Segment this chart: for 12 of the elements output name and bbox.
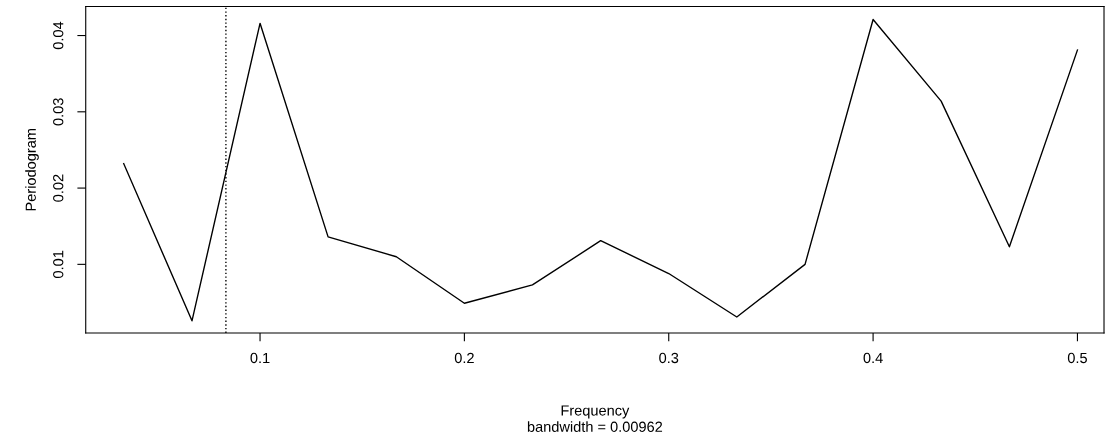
x-tick-label: 0.2 bbox=[454, 352, 474, 364]
y-tick-label: 0.03 bbox=[53, 98, 64, 126]
y-tick-label: 0.01 bbox=[53, 250, 64, 278]
x-tick-label: 0.3 bbox=[659, 352, 679, 364]
text: bandwidth = 0.00962 bbox=[527, 421, 663, 432]
x-tick-label: 0.5 bbox=[1067, 352, 1087, 364]
x-tick-label: 0.4 bbox=[863, 352, 883, 364]
x-axis-title: Frequency bbox=[561, 405, 630, 419]
x-tick-label: 0.1 bbox=[250, 352, 270, 364]
y-tick-label: 0.04 bbox=[53, 21, 64, 50]
y-tick-label: 0.02 bbox=[53, 174, 64, 202]
y-axis-title: Periodogram bbox=[25, 128, 39, 211]
